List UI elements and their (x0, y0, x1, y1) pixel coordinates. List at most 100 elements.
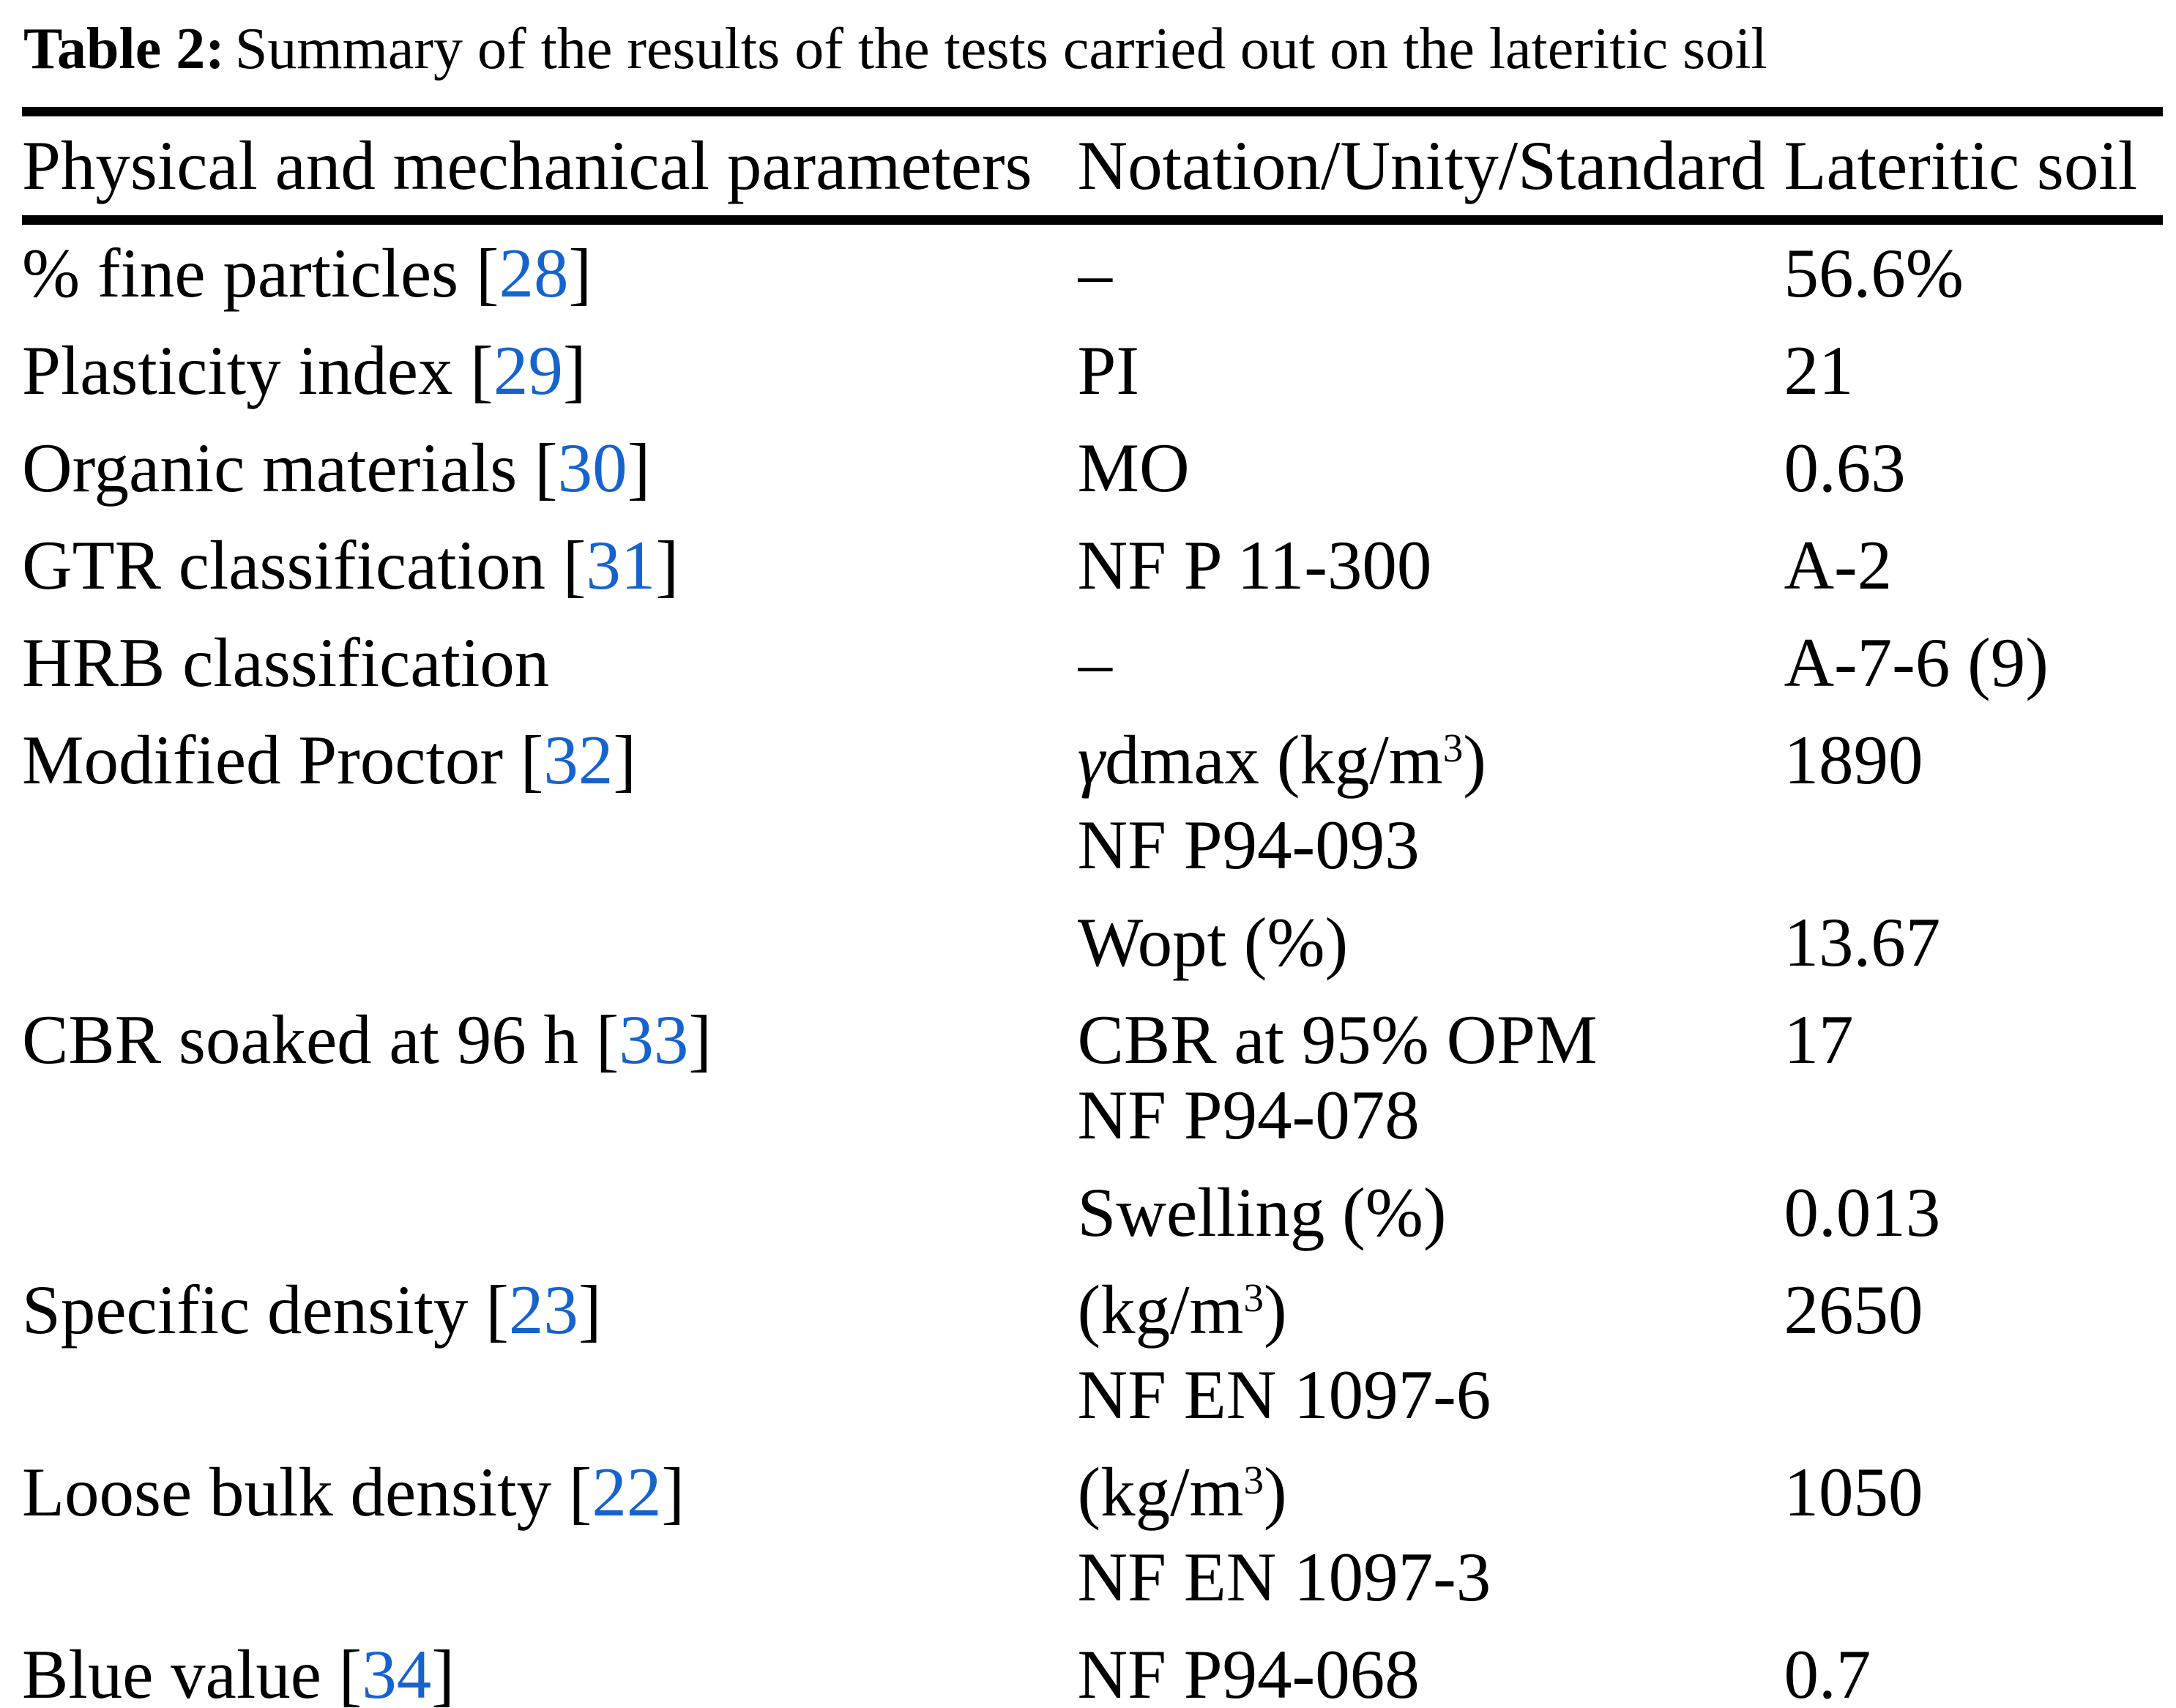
citation-bracket: [ (475, 234, 499, 313)
param-cell: Organic materials [30] (22, 419, 1078, 517)
param-text: GTR classification (22, 526, 545, 605)
param-cell: % fine particles [28] (22, 220, 1078, 323)
citation-bracket: [ (520, 721, 544, 799)
table-row: Organic materials [30] MO 0.63 (22, 419, 2163, 517)
value-cell: 21 (1784, 332, 1854, 410)
citation-link[interactable]: 28 (499, 234, 569, 313)
notation-line: – (1077, 234, 1113, 313)
citation-link[interactable]: 30 (557, 429, 627, 507)
notation-cell: NF P 11-300 (1078, 517, 1784, 614)
param-cell: Specific density [23] (22, 1261, 1078, 1444)
notation-line: NF P94-068 (1077, 1636, 1420, 1708)
header-row: Physical and mechanical parameters Notat… (22, 112, 2163, 220)
citation-link[interactable]: 32 (543, 721, 614, 799)
column-header-lateritic-soil: Lateritic soil (1784, 127, 2138, 205)
table-row: GTR classification [31] NF P 11-300 A-2 (22, 517, 2163, 614)
citation-bracket: ] (627, 429, 651, 507)
notation-line: Swelling (%) (1077, 1174, 1447, 1252)
notation-line: NF EN 1097-3 (1077, 1538, 1491, 1616)
notation-line: MO (1077, 429, 1190, 507)
citation-link[interactable]: 29 (493, 332, 563, 410)
param-cell (22, 1164, 1078, 1261)
citation: [33] (596, 1001, 712, 1078)
citation-bracket: [ (568, 1453, 592, 1532)
notation-line: (kg/m3) (1078, 1272, 1784, 1357)
notation-cell: MO (1078, 419, 1784, 517)
table-row: Blue value [34] NF P94-068 0.7 (22, 1626, 2163, 1708)
param-text: CBR soaked at 96 h (22, 1001, 578, 1079)
citation-link[interactable]: 22 (592, 1453, 662, 1532)
param-text: Blue value (22, 1636, 321, 1708)
param-text: Modified Proctor (22, 721, 503, 799)
value-cell: 0.013 (1784, 1174, 1941, 1252)
value-cell: 0.7 (1784, 1636, 1871, 1708)
citation: [28] (476, 234, 592, 312)
notation-text: dmax (kg/m (1104, 721, 1443, 799)
table-row: CBR soaked at 96 h [33] CBR at 95% OPM N… (22, 991, 2163, 1164)
notation-cell: γdmax (kg/m3) NF P94-093 (1078, 712, 1784, 894)
citation: [23] (485, 1271, 601, 1349)
table-row: Plasticity index [29] PI 21 (22, 322, 2163, 419)
notation-line: NF P94-093 (1077, 806, 1420, 884)
table-row: Loose bulk density [22] (kg/m3) NF EN 10… (22, 1444, 2163, 1626)
table-row: Modified Proctor [32] γdmax (kg/m3) NF P… (22, 712, 2163, 894)
notation-cell: – (1078, 614, 1784, 712)
column-header-parameters: Physical and mechanical parameters (22, 127, 1032, 205)
citation-bracket: [ (470, 332, 493, 410)
value-cell: 2650 (1784, 1271, 1923, 1349)
notation-text: ) (1463, 721, 1486, 799)
citation-link[interactable]: 34 (362, 1636, 432, 1708)
value-cell: 1050 (1784, 1453, 1923, 1532)
table-row: Specific density [23] (kg/m3) NF EN 1097… (22, 1261, 2163, 1444)
citation-bracket: ] (688, 1001, 712, 1079)
value-cell: 13.67 (1784, 903, 1941, 982)
value-cell: 1890 (1784, 721, 1923, 799)
table-row: Swelling (%) 0.013 (22, 1164, 2163, 1261)
notation-text: (kg/m (1077, 1453, 1244, 1532)
citation: [32] (521, 721, 636, 799)
citation-link[interactable]: 33 (619, 1001, 689, 1079)
citation-link[interactable]: 31 (586, 526, 656, 605)
table-row: % fine particles [28] – 56.6% (22, 220, 2163, 323)
notation-line: NF P 11-300 (1077, 526, 1432, 605)
param-text: Specific density (22, 1271, 469, 1349)
results-table: Physical and mechanical parameters Notat… (22, 107, 2163, 1708)
citation: [34] (339, 1636, 455, 1708)
citation-bracket: ] (661, 1453, 685, 1532)
notation-line: γdmax (kg/m3) (1078, 723, 1784, 808)
notation-text: (kg/m (1077, 1271, 1244, 1349)
notation-line: NF EN 1097-6 (1077, 1356, 1491, 1434)
param-cell: CBR soaked at 96 h [33] (22, 991, 1078, 1164)
superscript: 3 (1243, 1458, 1264, 1503)
gamma-symbol: γ (1077, 721, 1105, 799)
citation: [31] (563, 526, 679, 604)
citation-link[interactable]: 23 (508, 1271, 578, 1349)
column-header-notation: Notation/Unity/Standard (1077, 127, 1765, 205)
notation-cell: CBR at 95% OPM NF P94-078 (1078, 991, 1784, 1164)
notation-line: (kg/m3) (1078, 1455, 1784, 1540)
citation-bracket: [ (534, 429, 558, 507)
param-cell: GTR classification [31] (22, 517, 1078, 614)
superscript: 3 (1442, 726, 1464, 771)
param-cell: Loose bulk density [22] (22, 1444, 1078, 1626)
notation-cell: (kg/m3) NF EN 1097-3 (1078, 1444, 1784, 1626)
notation-cell: Swelling (%) (1078, 1164, 1784, 1261)
citation-bracket: [ (595, 1001, 619, 1079)
citation-bracket: [ (562, 526, 586, 605)
notation-text: ) (1264, 1453, 1287, 1532)
citation-bracket: [ (338, 1636, 362, 1708)
param-cell: HRB classification (22, 614, 1078, 712)
citation-bracket: ] (655, 526, 679, 605)
notation-cell: Wopt (%) (1078, 894, 1784, 991)
table-row: Wopt (%) 13.67 (22, 894, 2163, 991)
notation-text: ) (1264, 1271, 1287, 1349)
citation: [22] (569, 1453, 685, 1531)
value-cell: 17 (1784, 1001, 1854, 1079)
value-cell: A-2 (1784, 526, 1893, 605)
notation-cell: – (1078, 220, 1784, 323)
notation-cell: PI (1078, 322, 1784, 419)
citation-bracket: [ (485, 1271, 509, 1349)
notation-line: Wopt (%) (1077, 903, 1349, 982)
param-cell: Plasticity index [29] (22, 322, 1078, 419)
caption-label: Table 2: (23, 17, 225, 81)
